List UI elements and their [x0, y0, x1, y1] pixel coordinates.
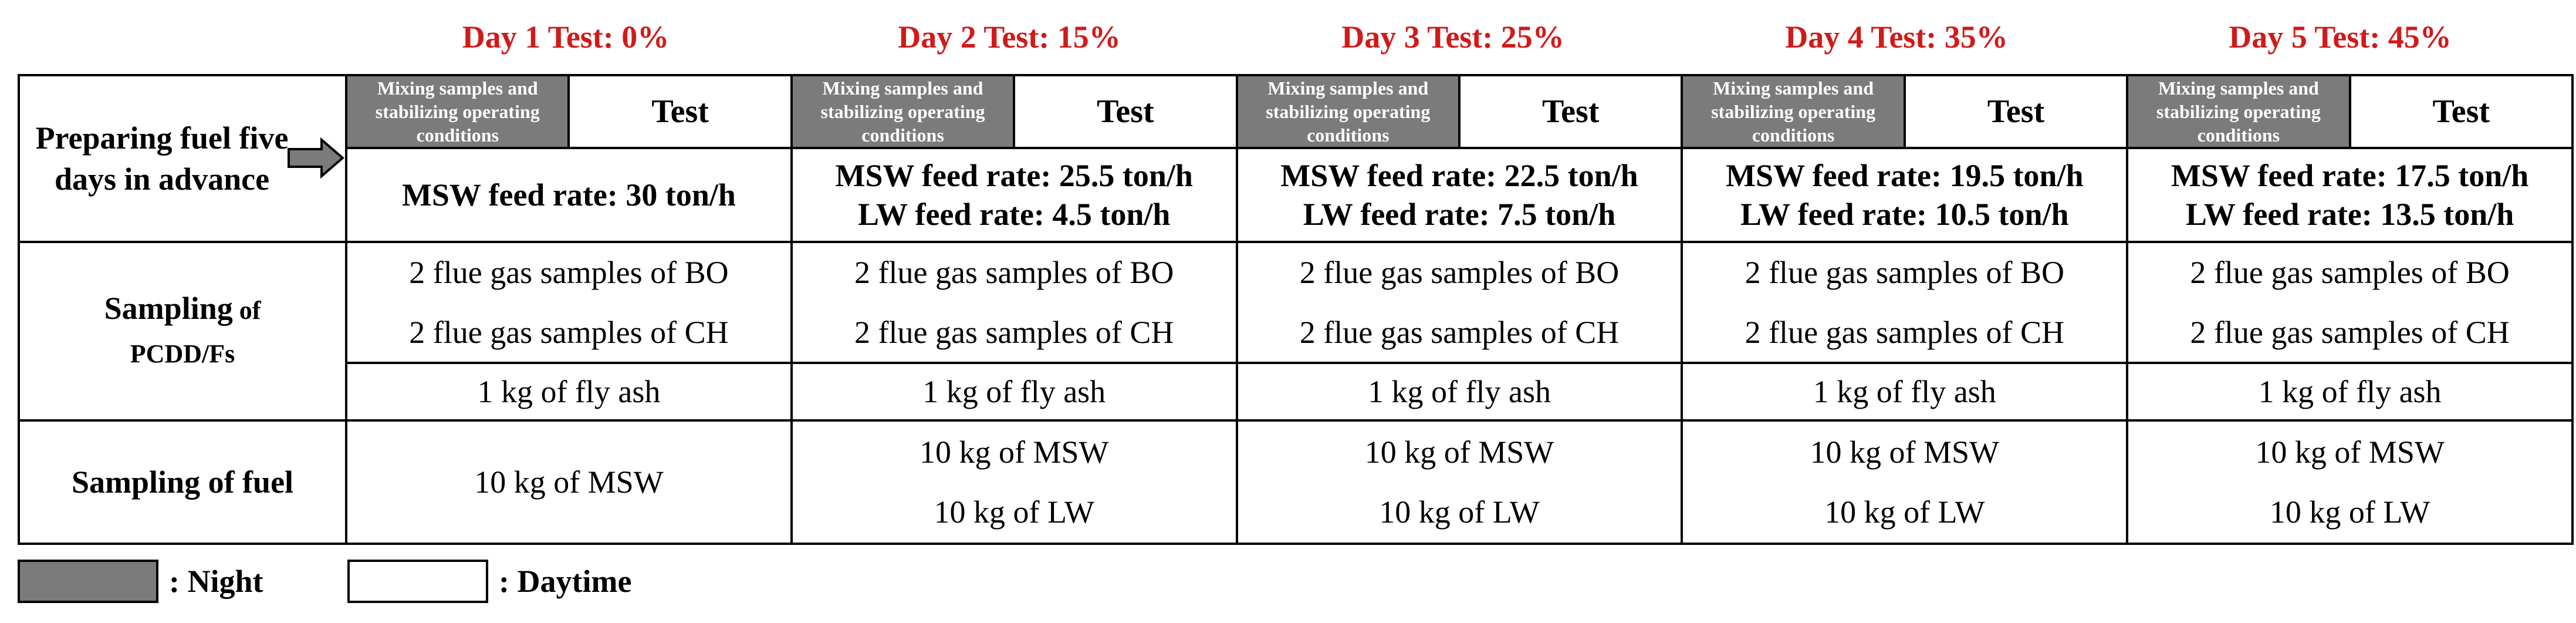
day-5-test-phase: Test: [2348, 74, 2574, 149]
sampling-pcdd-label: Sampling of PCDD/Fs: [17, 241, 348, 422]
msw-feed-rate: MSW feed rate: 17.5 ton/h: [2171, 158, 2529, 193]
day-5-header: Day 5 Test: 45%: [2229, 19, 2452, 55]
day-1-feed-rate: MSW feed rate: 30 ton/h: [345, 147, 793, 243]
flue-gas-bo: 2 flue gas samples of BO: [2190, 255, 2510, 290]
day-2-feed-rate: MSW feed rate: 25.5 ton/h LW feed rate: …: [790, 147, 1238, 243]
day-1-fly-ash: 1 kg of fly ash: [345, 362, 793, 422]
flue-gas-bo: 2 flue gas samples of BO: [409, 255, 729, 290]
day-4-fuel-samples: 10 kg of MSW 10 kg of LW: [1681, 419, 2129, 545]
day-5-fuel-samples: 10 kg of MSW 10 kg of LW: [2126, 419, 2574, 545]
msw-feed-rate: MSW feed rate: 22.5 ton/h: [1280, 158, 1638, 193]
day-4-header: Day 4 Test: 35%: [1785, 19, 2008, 55]
flue-gas-ch: 2 flue gas samples of CH: [1745, 315, 2064, 350]
right-arrow-icon: [288, 137, 344, 179]
flue-gas-ch: 2 flue gas samples of CH: [854, 315, 1174, 350]
lw-feed-rate: LW feed rate: 13.5 ton/h: [2185, 197, 2514, 232]
lw-sample: 10 kg of LW: [2269, 494, 2430, 530]
day-2-header: Day 2 Test: 15%: [898, 19, 1121, 55]
flue-gas-ch: 2 flue gas samples of CH: [1299, 315, 1620, 350]
lw-sample: 10 kg of LW: [1824, 494, 1985, 530]
legend-daytime-label: : Daytime: [499, 564, 632, 599]
sampling-fuel-label: Sampling of fuel: [17, 419, 348, 545]
legend-daytime: : Daytime: [347, 558, 631, 605]
lw-feed-rate: LW feed rate: 4.5 ton/h: [857, 197, 1171, 232]
day-2-test-phase: Test: [1013, 74, 1238, 149]
day-3-night-phase: Mixing samples and stabilizing operating…: [1235, 74, 1461, 149]
lw-sample: 10 kg of LW: [934, 494, 1094, 530]
day-1-fuel-sample: 10 kg of MSW: [345, 419, 793, 545]
day-5-feed-rate: MSW feed rate: 17.5 ton/h LW feed rate: …: [2126, 147, 2574, 243]
day-1-header: Day 1 Test: 0%: [462, 19, 670, 55]
day-1-test-phase: Test: [567, 74, 793, 149]
day-3-header: Day 3 Test: 25%: [1341, 19, 1564, 55]
day-3-flue-gas-samples: 2 flue gas samples of BO 2 flue gas samp…: [1235, 241, 1683, 364]
msw-feed-rate: MSW feed rate: 30 ton/h: [401, 177, 736, 213]
flue-gas-bo: 2 flue gas samples of BO: [854, 255, 1174, 290]
flue-gas-bo: 2 flue gas samples of BO: [1745, 255, 2064, 290]
lw-feed-rate: LW feed rate: 10.5 ton/h: [1740, 197, 2069, 232]
preparing-fuel-label: Preparing fuel five days in advance: [35, 120, 289, 197]
day-4-flue-gas-samples: 2 flue gas samples of BO 2 flue gas samp…: [1681, 241, 2129, 364]
schedule-table: Preparing fuel five days in advance Mixi…: [17, 74, 2574, 545]
day-2-fly-ash: 1 kg of fly ash: [790, 362, 1238, 422]
msw-sample: 10 kg of MSW: [2255, 435, 2445, 470]
flue-gas-ch: 2 flue gas samples of CH: [2190, 315, 2510, 350]
msw-sample: 10 kg of MSW: [1810, 435, 2000, 470]
lw-sample: 10 kg of LW: [1379, 494, 1540, 530]
day-5-night-phase: Mixing samples and stabilizing operating…: [2126, 74, 2351, 149]
msw-feed-rate: MSW feed rate: 19.5 ton/h: [1726, 158, 2084, 193]
day-2-night-phase: Mixing samples and stabilizing operating…: [790, 74, 1016, 149]
flue-gas-bo: 2 flue gas samples of BO: [1299, 255, 1620, 290]
day-2-flue-gas-samples: 2 flue gas samples of BO 2 flue gas samp…: [790, 241, 1238, 364]
preparing-fuel-cell: Preparing fuel five days in advance: [17, 74, 348, 243]
night-swatch: [18, 560, 158, 603]
day-4-feed-rate: MSW feed rate: 19.5 ton/h LW feed rate: …: [1681, 147, 2129, 243]
daytime-swatch: [347, 560, 488, 603]
msw-sample: 10 kg of MSW: [1364, 435, 1554, 470]
lw-feed-rate: LW feed rate: 7.5 ton/h: [1303, 197, 1616, 232]
day-3-feed-rate: MSW feed rate: 22.5 ton/h LW feed rate: …: [1235, 147, 1683, 243]
day-5-fly-ash: 1 kg of fly ash: [2126, 362, 2574, 422]
day-4-night-phase: Mixing samples and stabilizing operating…: [1681, 74, 1906, 149]
flue-gas-ch: 2 flue gas samples of CH: [409, 315, 729, 350]
day-3-test-phase: Test: [1458, 74, 1683, 149]
legend-night: : Night: [18, 558, 263, 605]
msw-sample: 10 kg of MSW: [919, 435, 1109, 470]
legend-night-label: : Night: [169, 564, 263, 599]
day-4-fly-ash: 1 kg of fly ash: [1681, 362, 2129, 422]
day-1-flue-gas-samples: 2 flue gas samples of BO 2 flue gas samp…: [345, 241, 793, 364]
day-3-fly-ash: 1 kg of fly ash: [1235, 362, 1683, 422]
day-3-fuel-samples: 10 kg of MSW 10 kg of LW: [1235, 419, 1683, 545]
day-4-test-phase: Test: [1903, 74, 2129, 149]
day-5-flue-gas-samples: 2 flue gas samples of BO 2 flue gas samp…: [2126, 241, 2574, 364]
day-2-fuel-samples: 10 kg of MSW 10 kg of LW: [790, 419, 1238, 545]
msw-feed-rate: MSW feed rate: 25.5 ton/h: [835, 158, 1193, 193]
day-1-night-phase: Mixing samples and stabilizing operating…: [345, 74, 570, 149]
